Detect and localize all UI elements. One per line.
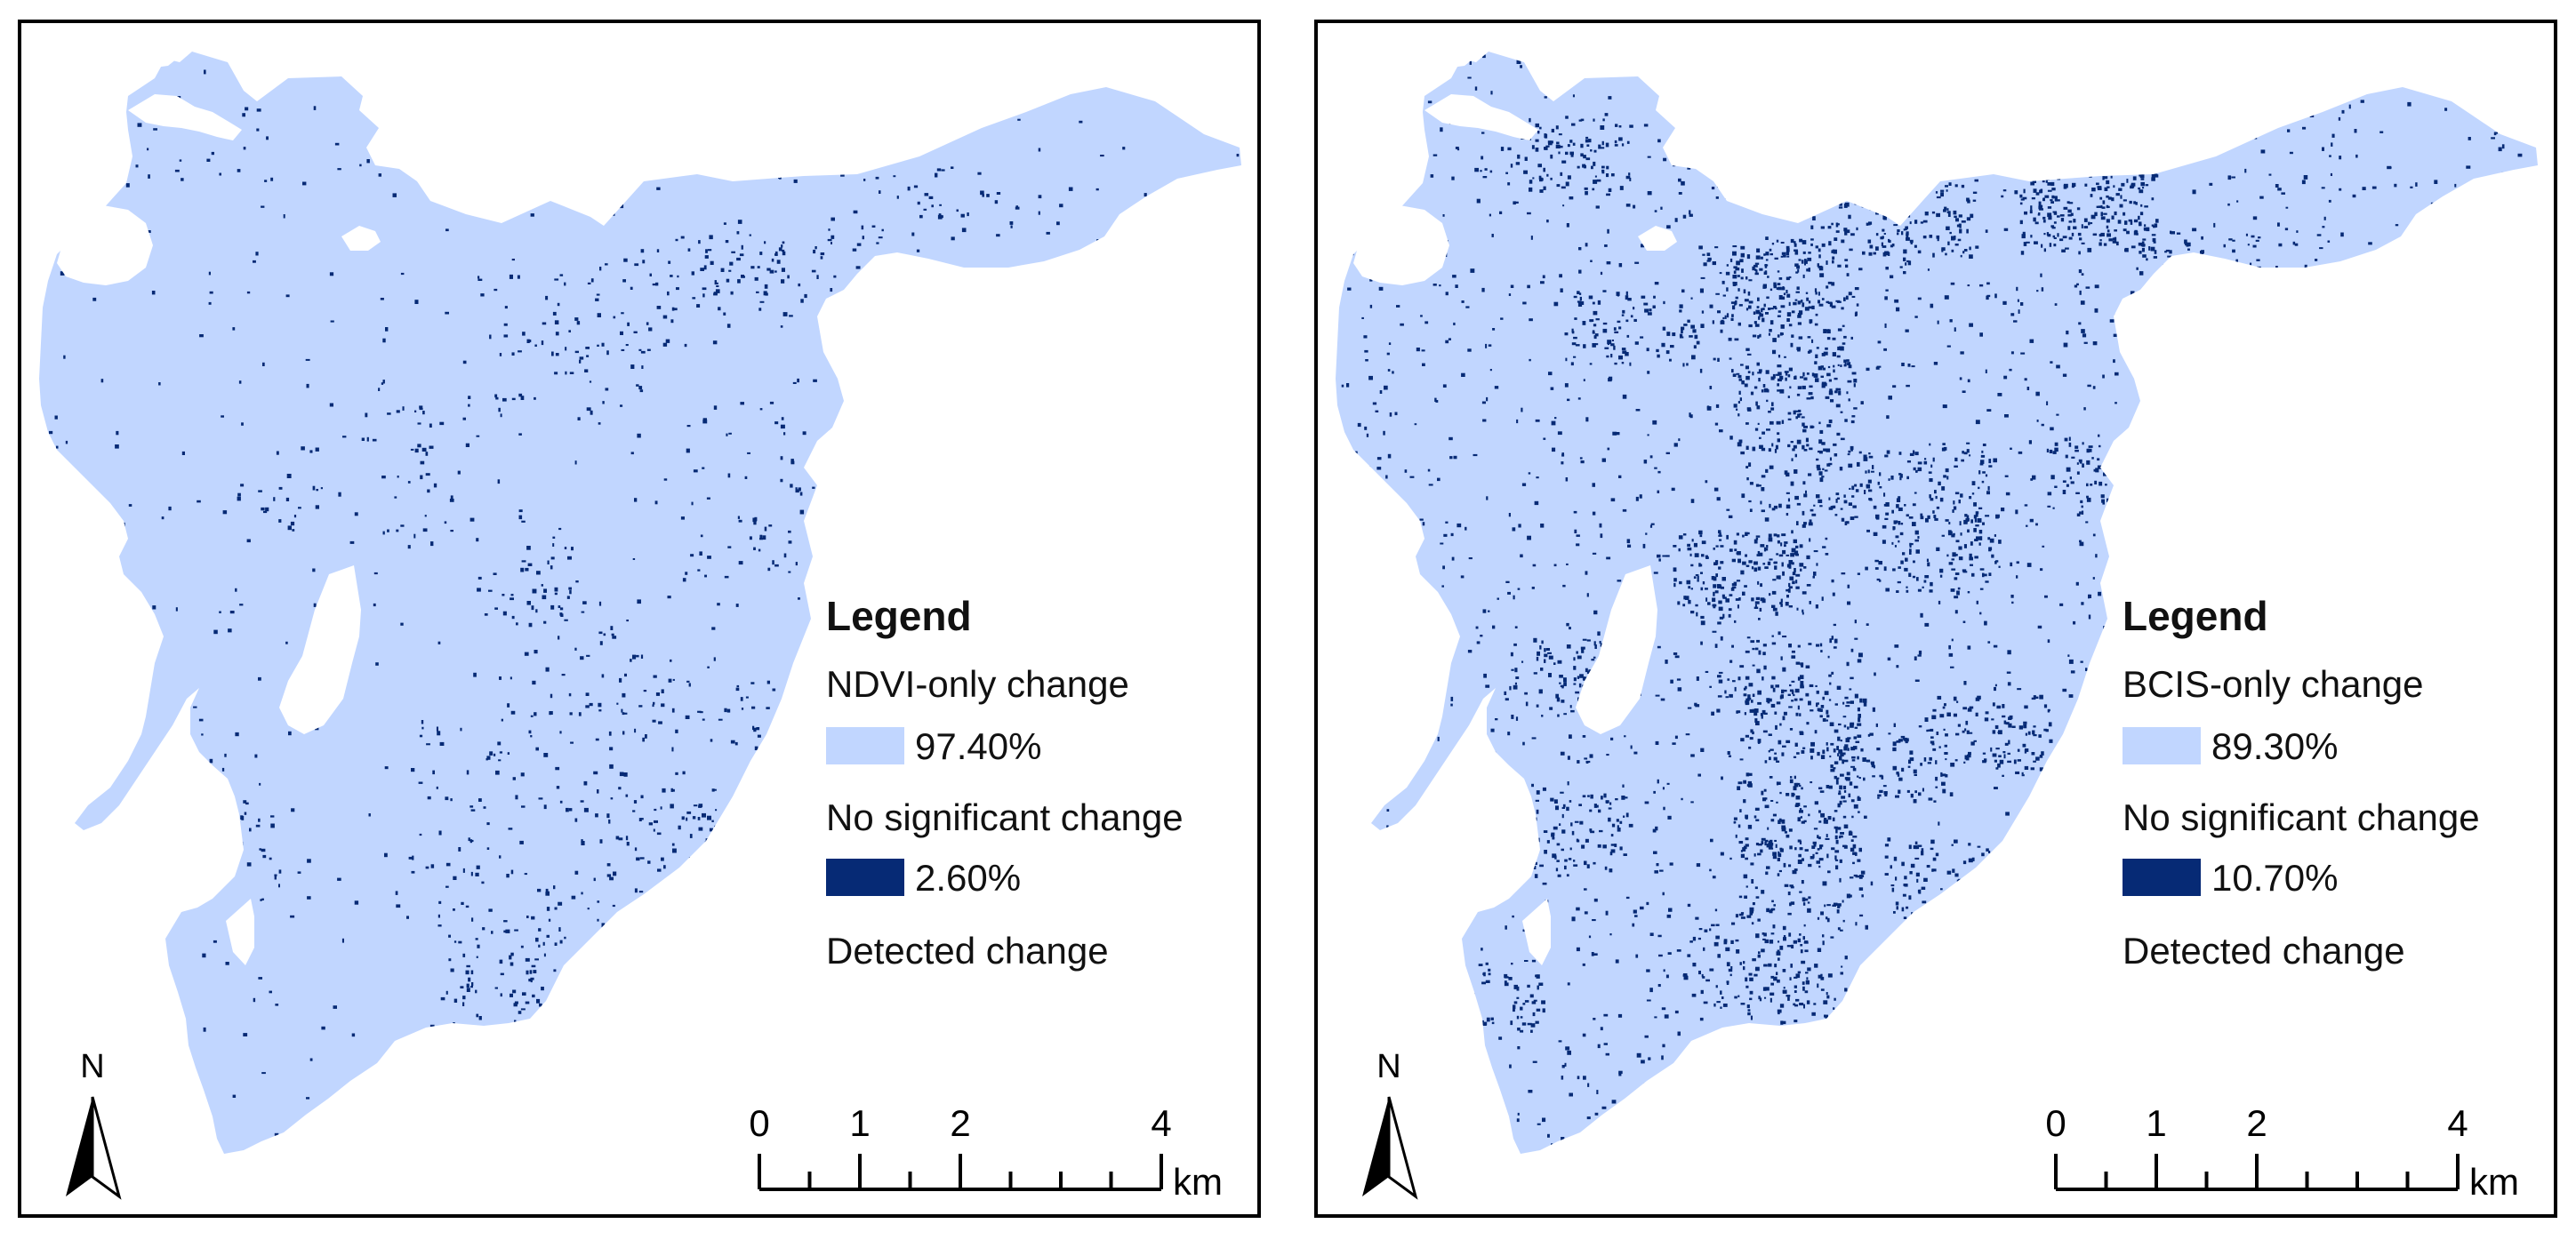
lake-4 [226, 899, 254, 965]
legend-title: Legend [826, 593, 972, 639]
legend-swatch-detected-change [826, 859, 904, 896]
scale-tick-1: 1 [849, 1102, 870, 1144]
legend-value-no-change: 89.30% [2211, 725, 2339, 767]
north-label: N [80, 1048, 104, 1085]
scale-tick-2: 2 [2246, 1102, 2267, 1144]
legend-label-detected-change: Detected change [826, 930, 1109, 972]
legend-label-no-change: No significant change [826, 796, 1184, 838]
legend-subtitle: BCIS-only change [2123, 663, 2424, 705]
legend-value-no-change: 97.40% [915, 725, 1042, 767]
scale-tick-1: 1 [2146, 1102, 2166, 1144]
scale-unit: km [1173, 1161, 1223, 1203]
scale-tick-2: 2 [950, 1102, 970, 1144]
legend-subtitle: NDVI-only change [826, 663, 1129, 705]
lake-3 [279, 565, 361, 734]
legend-value-detected-change: 2.60% [915, 857, 1022, 899]
legend-swatch-detected-change [2123, 859, 2201, 896]
legend-title: Legend [2123, 593, 2268, 639]
study-area-polygon [1336, 52, 2538, 1154]
study-area-map [39, 50, 1241, 1154]
lake-1 [1424, 94, 1538, 140]
lake-3 [1576, 565, 1657, 734]
scale-bar: 0 1 2 4 km [2045, 1102, 2519, 1203]
scale-tick-0: 0 [749, 1102, 769, 1144]
lake-5 [341, 226, 381, 251]
map-panel-ndvi: Legend NDVI-only change 97.40% No signif… [18, 20, 1261, 1218]
scale-unit: km [2469, 1161, 2519, 1203]
north-label: N [1376, 1048, 1400, 1085]
legend-value-detected-change: 10.70% [2211, 857, 2339, 899]
north-arrow-icon: N [66, 1048, 122, 1200]
legend-label-detected-change: Detected change [2123, 930, 2405, 972]
scale-bar: 0 1 2 4 km [749, 1102, 1223, 1203]
north-arrow-icon: N [1362, 1048, 1418, 1200]
lake-0 [57, 205, 153, 285]
map-panel-bcis: Legend BCIS-only change 89.30% No signif… [1314, 20, 2557, 1218]
lake-2 [1442, 50, 1473, 68]
lake-0 [1353, 205, 1449, 285]
lake-5 [1638, 226, 1677, 251]
scale-tick-0: 0 [2045, 1102, 2066, 1144]
lake-2 [146, 50, 177, 68]
legend-swatch-no-change [2123, 727, 2201, 764]
lake-4 [1522, 899, 1551, 965]
scale-tick-4: 4 [2447, 1102, 2468, 1144]
lake-1 [128, 94, 242, 140]
scale-tick-4: 4 [1151, 1102, 1171, 1144]
legend-swatch-no-change [826, 727, 904, 764]
study-area-map [1336, 50, 2538, 1154]
legend-label-no-change: No significant change [2123, 796, 2480, 838]
